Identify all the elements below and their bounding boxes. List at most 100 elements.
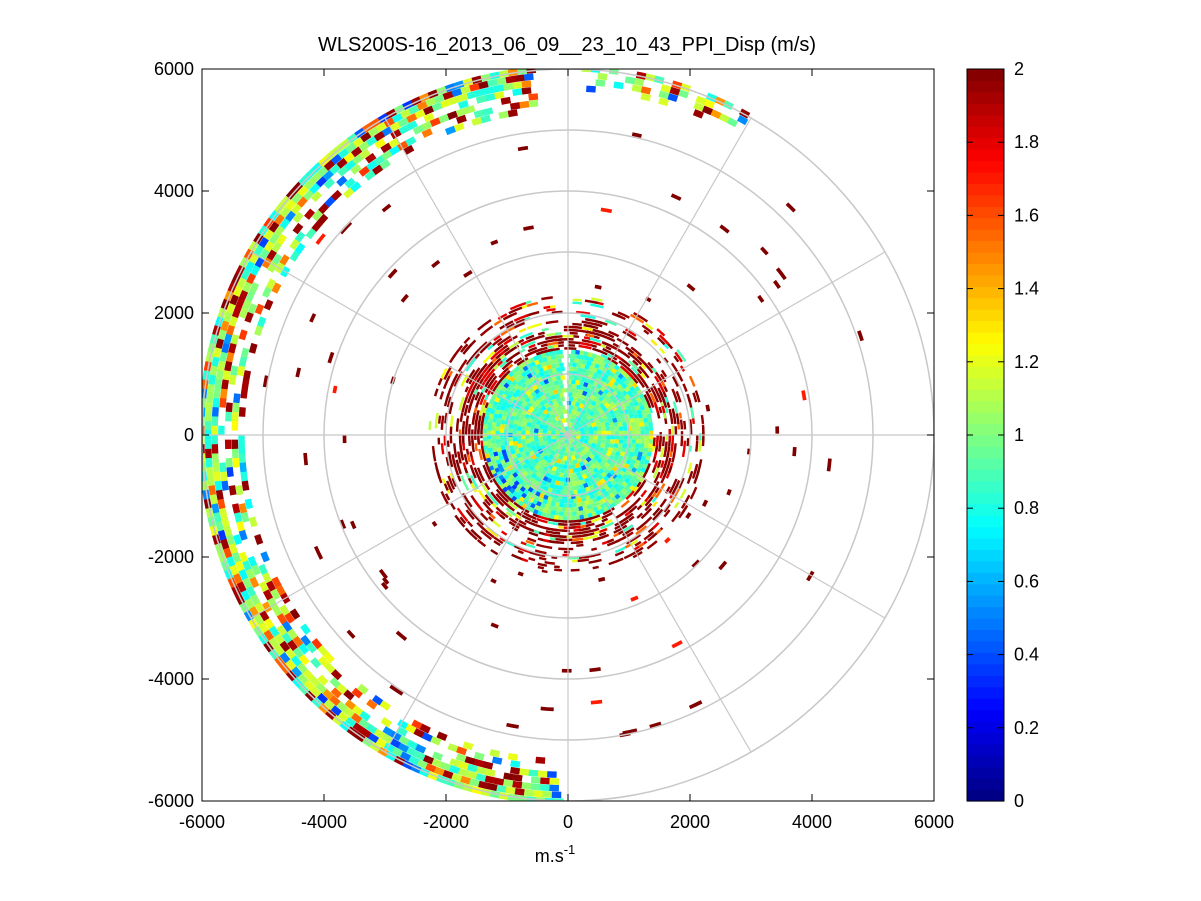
field-cell bbox=[521, 435, 526, 440]
field-cell bbox=[484, 93, 496, 102]
field-cell bbox=[622, 443, 628, 449]
field-cell bbox=[582, 381, 589, 388]
field-cell bbox=[437, 437, 441, 445]
field-cell bbox=[515, 411, 522, 418]
field-cell bbox=[447, 743, 459, 753]
colorbar-swatch bbox=[967, 412, 1004, 425]
field-cell bbox=[596, 359, 603, 366]
field-cell bbox=[266, 580, 277, 592]
field-cell bbox=[226, 351, 235, 363]
field-cell bbox=[523, 73, 534, 81]
field-cell bbox=[598, 576, 606, 582]
colorbar-swatch bbox=[967, 435, 1004, 448]
field-cell bbox=[634, 478, 641, 485]
field-cell bbox=[622, 524, 634, 533]
field-cell bbox=[518, 496, 525, 503]
field-cell bbox=[660, 380, 666, 388]
colorbar-swatch bbox=[967, 206, 1004, 219]
field-cell bbox=[543, 461, 550, 468]
field-cell bbox=[488, 451, 494, 457]
field-cell bbox=[465, 369, 476, 384]
field-cell bbox=[223, 547, 233, 559]
field-cell bbox=[597, 434, 603, 440]
field-cell bbox=[390, 128, 402, 140]
field-cell bbox=[634, 447, 640, 453]
field-cell bbox=[517, 549, 524, 555]
field-cell bbox=[460, 343, 469, 353]
field-cell bbox=[442, 375, 451, 390]
field-cell bbox=[581, 376, 587, 383]
field-cell bbox=[212, 462, 220, 473]
field-cell bbox=[596, 438, 602, 445]
field-cell bbox=[522, 508, 530, 514]
field-cell bbox=[607, 538, 614, 544]
field-cell bbox=[518, 417, 524, 423]
field-cell bbox=[591, 297, 603, 303]
field-cell bbox=[228, 543, 239, 555]
field-cell bbox=[640, 516, 653, 528]
field-cell bbox=[460, 475, 470, 491]
field-cell bbox=[626, 474, 633, 481]
field-cell bbox=[316, 166, 329, 178]
field-cell bbox=[614, 439, 620, 444]
field-cell bbox=[584, 355, 590, 361]
field-cell bbox=[649, 392, 656, 403]
field-cell bbox=[346, 629, 356, 639]
field-cell bbox=[457, 359, 468, 373]
colorbar-swatch bbox=[967, 332, 1004, 345]
field-cell bbox=[631, 434, 637, 440]
field-cell bbox=[448, 370, 454, 377]
field-cell bbox=[602, 357, 609, 364]
field-cell bbox=[573, 388, 580, 394]
field-cell bbox=[674, 426, 678, 435]
field-cell bbox=[499, 437, 505, 442]
colorbar-swatch bbox=[967, 217, 1004, 230]
field-cell bbox=[628, 497, 642, 510]
field-cell bbox=[588, 430, 594, 435]
field-cell bbox=[482, 437, 488, 442]
field-cell bbox=[585, 495, 591, 501]
field-cell bbox=[607, 417, 614, 423]
field-cell bbox=[569, 468, 574, 474]
field-cell bbox=[474, 420, 478, 434]
field-cell bbox=[318, 655, 330, 668]
field-cell bbox=[611, 312, 621, 318]
field-cell bbox=[563, 503, 569, 508]
field-cell bbox=[570, 464, 577, 469]
field-cell bbox=[461, 492, 473, 508]
field-cell bbox=[551, 425, 558, 432]
field-cell bbox=[245, 290, 256, 302]
field-cell bbox=[658, 347, 666, 355]
field-cell bbox=[656, 336, 666, 346]
colorbar-swatch bbox=[967, 743, 1004, 756]
field-cell bbox=[551, 465, 558, 472]
field-cell bbox=[558, 515, 563, 521]
field-cell bbox=[352, 722, 364, 734]
field-cell bbox=[655, 357, 662, 364]
field-cell bbox=[590, 442, 597, 449]
field-cell bbox=[551, 376, 557, 382]
field-cell bbox=[484, 498, 492, 507]
field-cell bbox=[221, 516, 230, 528]
field-cell bbox=[429, 117, 441, 127]
field-cell bbox=[527, 346, 538, 353]
field-cell bbox=[630, 366, 639, 375]
field-cell bbox=[595, 522, 606, 528]
field-cell bbox=[359, 710, 371, 722]
field-cell bbox=[553, 380, 559, 386]
field-cell bbox=[524, 352, 532, 358]
field-cell bbox=[574, 462, 581, 469]
field-cell bbox=[266, 249, 277, 261]
field-cell bbox=[617, 421, 623, 427]
field-cell bbox=[576, 510, 582, 516]
field-cell bbox=[251, 564, 261, 576]
field-cell bbox=[364, 169, 376, 181]
field-cell bbox=[274, 644, 285, 657]
field-cell bbox=[240, 388, 248, 399]
field-cell bbox=[550, 479, 556, 485]
field-cell bbox=[478, 448, 484, 461]
field-cell bbox=[425, 97, 437, 107]
field-cell bbox=[545, 382, 552, 389]
field-cell bbox=[549, 777, 560, 785]
field-cell bbox=[485, 407, 492, 413]
